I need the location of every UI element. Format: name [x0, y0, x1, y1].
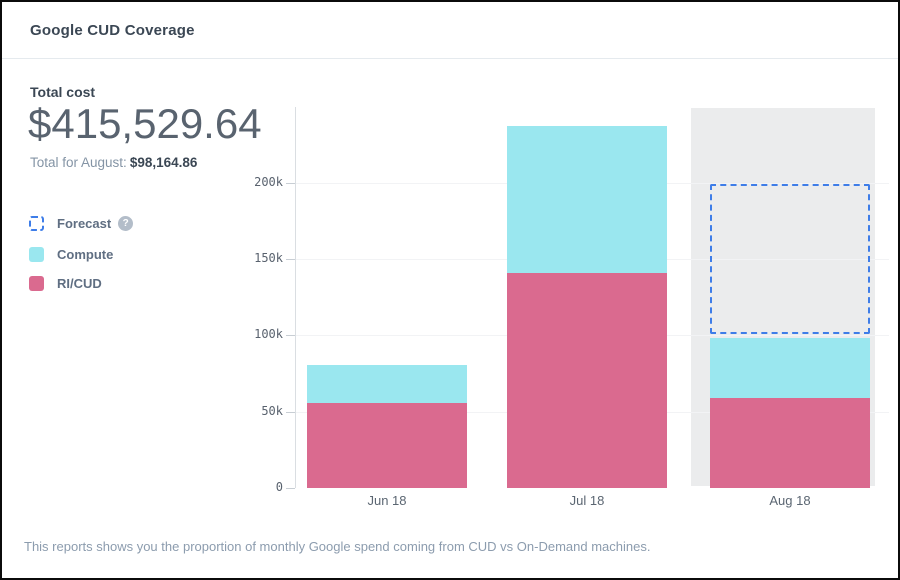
bar-segment-ricud-jun18[interactable]: [307, 402, 467, 488]
august-subtotal-label: Total for August:: [30, 155, 127, 170]
y-tick-mark: [286, 259, 295, 260]
legend-item-compute[interactable]: Compute: [29, 246, 113, 262]
y-tick-mark: [286, 183, 295, 184]
report-description: This reports shows you the proportion of…: [24, 539, 651, 554]
bar-segment-ricud-aug18[interactable]: [710, 398, 870, 488]
total-cost-label: Total cost: [30, 84, 96, 100]
x-axis-label-aug18: Aug 18: [769, 493, 811, 508]
legend-label-compute: Compute: [57, 246, 114, 262]
bar-segment-compute-jul18[interactable]: [507, 125, 667, 273]
legend-label-forecast: Forecast: [57, 215, 112, 231]
y-tick-mark: [286, 335, 295, 336]
bar-segment-compute-aug18[interactable]: [710, 338, 870, 399]
report-title: Google CUD Coverage: [30, 22, 195, 39]
y-tick-label: 200k: [254, 175, 283, 189]
legend-label-ricud: RI/CUD: [57, 275, 102, 291]
august-subtotal: Total for August: $98,164.86: [30, 155, 197, 170]
help-icon[interactable]: ?: [118, 215, 134, 231]
y-tick-label: 0: [275, 480, 283, 494]
x-axis-label-jul18: Jul 18: [569, 493, 605, 508]
bar-segment-compute-jun18[interactable]: [307, 365, 467, 403]
legend-item-ricud[interactable]: RI/CUD: [29, 275, 102, 291]
total-cost-value: $415,529.64: [28, 100, 262, 147]
y-tick-label: 50k: [261, 404, 283, 418]
bar-segment-ricud-jul18[interactable]: [507, 272, 667, 488]
legend-item-forecast[interactable]: Forecast ?: [29, 215, 134, 231]
y-tick-mark: [286, 488, 295, 489]
report-header: Google CUD Coverage: [2, 2, 898, 59]
y-axis-line: [295, 107, 296, 488]
y-tick-mark: [286, 412, 295, 413]
forecast-box[interactable]: [710, 184, 870, 335]
forecast-dashed-swatch-icon: [29, 215, 44, 231]
august-subtotal-value: $98,164.86: [129, 155, 198, 170]
x-axis-label-jun18: Jun 18: [367, 493, 407, 508]
y-tick-label: 100k: [254, 327, 283, 341]
compute-swatch-icon: [29, 246, 44, 262]
y-tick-label: 150k: [254, 251, 283, 265]
ricud-swatch-icon: [29, 275, 44, 291]
